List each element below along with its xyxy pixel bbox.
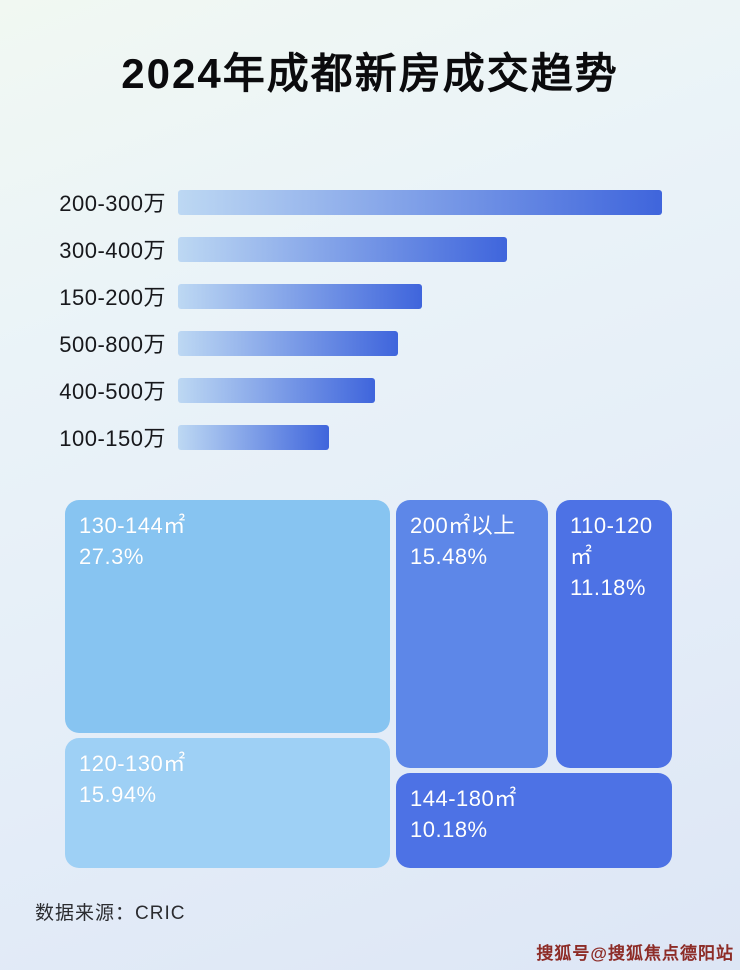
data-source: 数据来源：CRIC — [35, 903, 186, 924]
bar — [178, 330, 398, 356]
tile-label: 144-180㎡ — [410, 786, 517, 811]
treemap-tile: 110-120㎡ 11.18% — [556, 500, 672, 768]
bar-track — [178, 236, 662, 262]
treemap-tile: 120-130㎡ 15.94% — [65, 738, 390, 868]
bar-row: 300-400万 — [48, 236, 662, 263]
bar-row: 500-800万 — [48, 330, 662, 357]
bar-label: 400-500万 — [59, 379, 166, 404]
bar-track — [178, 424, 662, 450]
bar — [178, 424, 330, 450]
bar-track — [178, 377, 662, 403]
bar — [178, 377, 375, 403]
bar-label: 200-300万 — [59, 191, 166, 216]
bar-row: 200-300万 — [48, 189, 662, 216]
treemap-tile: 200㎡以上 15.48% — [396, 500, 548, 768]
tile-value: 27.3% — [79, 544, 144, 569]
area-share-treemap: 130-144㎡ 27.3% 200㎡以上 15.48% 110-120㎡ 11… — [65, 500, 672, 868]
tile-label: 120-130㎡ — [79, 751, 186, 776]
bar-label: 500-800万 — [59, 332, 166, 357]
bar-track — [178, 330, 662, 356]
bar-row: 400-500万 — [48, 377, 662, 404]
tile-value: 10.18% — [410, 817, 488, 842]
treemap-tile: 130-144㎡ 27.3% — [65, 500, 390, 733]
tile-label: 110-120㎡ — [570, 513, 653, 569]
treemap-tile: 144-180㎡ 10.18% — [396, 773, 672, 868]
page-title: 2024年成都新房成交趋势 — [121, 50, 619, 97]
bar — [178, 236, 508, 262]
bar-label: 150-200万 — [59, 285, 166, 310]
bar-row: 150-200万 — [48, 283, 662, 310]
price-band-bar-chart: 200-300万 300-400万 150-200万 500-800万 400- — [0, 189, 740, 451]
tile-value: 11.18% — [570, 575, 646, 600]
bar — [178, 189, 662, 215]
bar-track — [178, 189, 662, 215]
tile-value: 15.48% — [410, 544, 488, 569]
bar-label: 100-150万 — [59, 426, 166, 451]
tile-value: 15.94% — [79, 782, 157, 807]
bar-label: 300-400万 — [59, 238, 166, 263]
tile-label: 130-144㎡ — [79, 513, 186, 538]
bar-track — [178, 283, 662, 309]
bar-row: 100-150万 — [48, 424, 662, 451]
tile-label: 200㎡以上 — [410, 513, 516, 538]
sohu-watermark: 搜狐号@搜狐焦点德阳站 — [536, 944, 734, 963]
bar — [178, 283, 423, 309]
